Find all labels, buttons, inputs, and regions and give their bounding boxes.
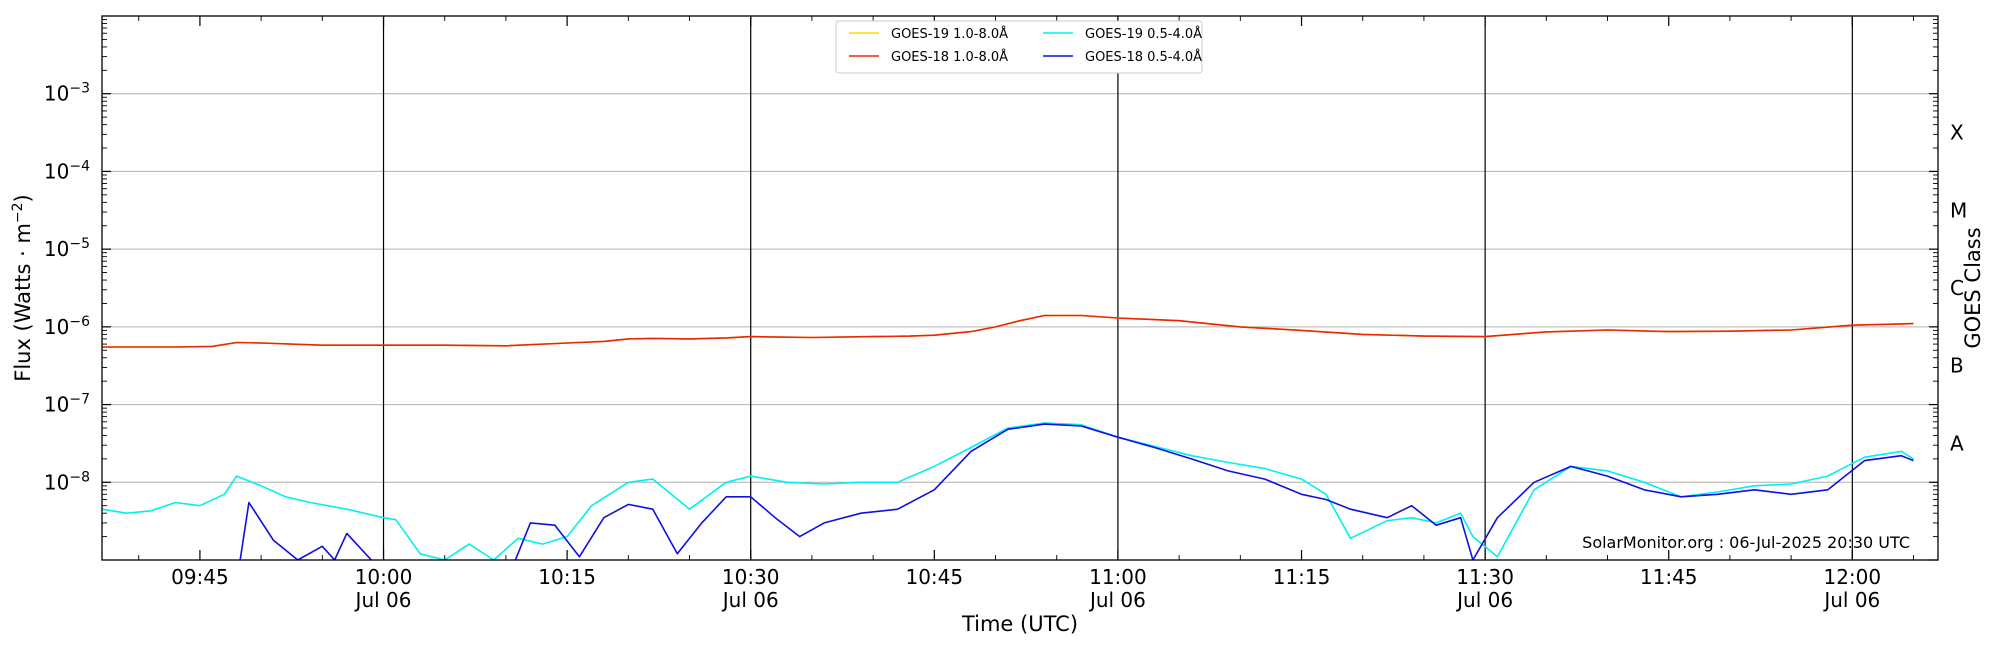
credit-text: SolarMonitor.org : 06-Jul-2025 20:30 UTC (1582, 533, 1910, 552)
legend-entry-label: GOES-18 1.0-8.0Å (891, 49, 1008, 65)
y-tick-label: 10−4 (44, 158, 90, 183)
x-tick-label: 12:00 (1823, 565, 1881, 589)
goes-class-c: C (1950, 276, 1964, 300)
goes-class-labels: X M C B A (1950, 121, 1967, 456)
x-tick-date-label: Jul 06 (721, 588, 779, 612)
x-tick-label: 10:45 (905, 565, 963, 589)
series-line-1 (102, 314, 1914, 348)
legend: GOES-19 1.0-8.0Å GOES-18 1.0-8.0Å GOES-19 … (835, 20, 1203, 74)
plot-frame (101, 15, 1939, 561)
goes-class-x: X (1950, 121, 1964, 145)
legend-entry-label: GOES-19 1.0-8.0Å (891, 26, 1008, 42)
legend-entry-label: GOES-18 0.5-4.0Å (1085, 49, 1202, 65)
goes-class-m: M (1950, 198, 1967, 222)
x-tick-label: 11:30 (1456, 565, 1514, 589)
x-tick-date-label: Jul 06 (1088, 588, 1146, 612)
gridlines (102, 93, 1938, 483)
x-tick-label: 11:15 (1273, 565, 1331, 589)
x-tick-date-label: Jul 06 (354, 588, 412, 612)
legend-entry-label: GOES-19 0.5-4.0Å (1085, 26, 1202, 42)
x-tick-label: 10:15 (538, 565, 596, 589)
goes-class-axis-label: GOES Class (1961, 227, 1985, 348)
legend-box (835, 20, 1203, 74)
x-tick-label: 10:00 (355, 565, 413, 589)
x-tick-label: 09:45 (171, 565, 229, 589)
x-tick-label: 11:00 (1089, 565, 1147, 589)
goes-class-a: A (1950, 431, 1964, 455)
y-tick-label: 10−3 (44, 81, 90, 106)
series-line-3 (239, 423, 1914, 560)
y-axis-label: Flux (Watts · m−2) (10, 194, 35, 382)
x-tick-date-label: Jul 06 (1822, 588, 1880, 612)
x-tick-label: 10:30 (722, 565, 780, 589)
series-lines (102, 314, 1914, 560)
y-tick-label: 10−6 (44, 314, 90, 339)
x-axis-label: Time (UTC) (961, 612, 1078, 636)
y-tick-label: 10−8 (44, 469, 90, 494)
y-axis-ticks: 10−3 10−4 10−5 10−6 10−7 10−8 (44, 19, 1938, 561)
y-tick-label: 10−7 (44, 392, 90, 417)
x-tick-date-label: Jul 06 (1455, 588, 1513, 612)
goes-class-b: B (1950, 354, 1964, 378)
x-tick-label: 11:45 (1640, 565, 1698, 589)
y-tick-label: 10−5 (44, 236, 90, 261)
